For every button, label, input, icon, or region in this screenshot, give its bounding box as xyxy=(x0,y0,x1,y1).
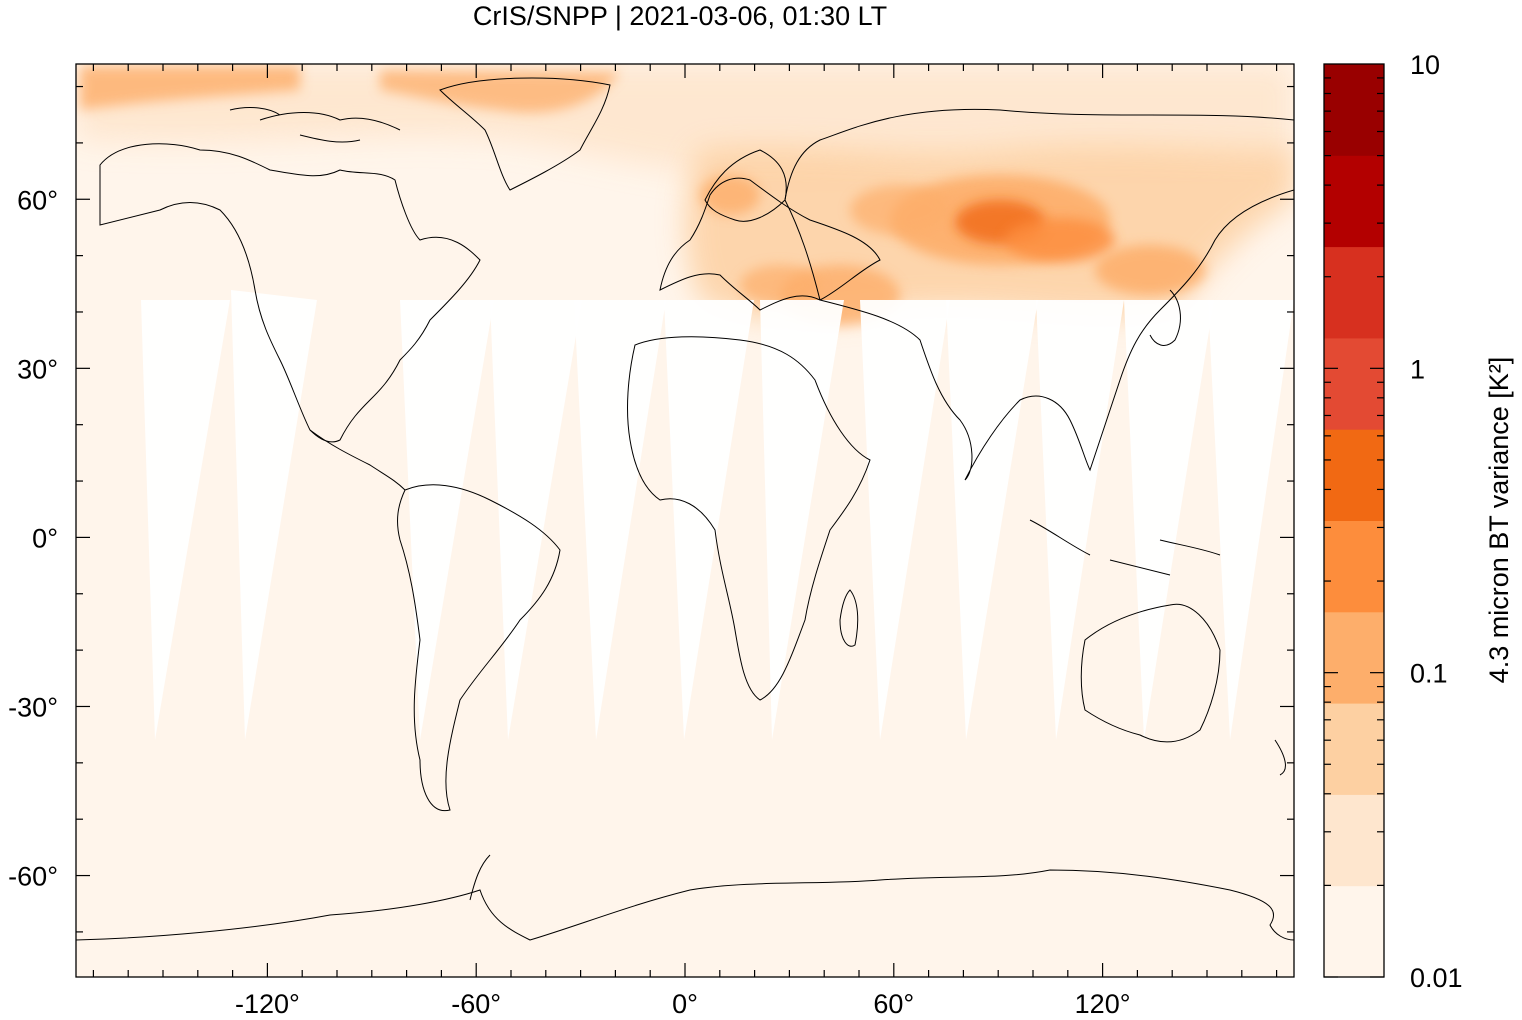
coast-indonesia xyxy=(1029,519,1221,576)
hotspot-scandinavia xyxy=(700,175,760,215)
hotspot-far-east xyxy=(1095,245,1205,295)
colorbar-segment xyxy=(1324,611,1384,704)
coast-europe xyxy=(659,177,881,311)
coast-antarctic-peninsula xyxy=(469,854,491,901)
colorbar-segment xyxy=(1324,155,1384,248)
colorbar-segment xyxy=(1324,703,1384,795)
colorbar-frame xyxy=(1323,63,1385,978)
colorbar-segment xyxy=(1324,429,1384,521)
coast-madagascar xyxy=(839,589,859,647)
y-tick-label: -60° xyxy=(8,862,58,892)
colorbar-ticks xyxy=(1324,77,1384,978)
arctic-greenland xyxy=(380,70,620,113)
colorbar-segment xyxy=(1324,520,1384,613)
colorbar-tick-label: 0.1 xyxy=(1410,659,1448,689)
map-title: CrIS/SNPP | 2021-03-06, 01:30 LT xyxy=(472,1,888,31)
colorbar-segment xyxy=(1324,337,1384,430)
coast-antarctica xyxy=(76,869,1294,941)
coast-africa xyxy=(627,336,871,701)
y-tick-label: 0° xyxy=(32,523,58,553)
colorbar-tick-labels: 10 1 0.1 0.01 xyxy=(1410,50,1463,993)
hotspot-black-sea xyxy=(740,265,820,305)
coast-central-america xyxy=(309,429,406,491)
colorbar-segment xyxy=(1324,64,1384,156)
y-axis-labels: 60° 30° 0° -30° -60° xyxy=(8,185,58,891)
x-tick-label: 0° xyxy=(672,989,698,1019)
colorbar-tick-label: 1 xyxy=(1410,354,1425,384)
coast-greenland xyxy=(439,77,611,191)
x-tick-label: -120° xyxy=(235,989,300,1019)
hotspot-baikal xyxy=(1005,218,1115,262)
colorbar-tick-label: 10 xyxy=(1410,50,1440,80)
coast-north-america xyxy=(99,143,481,443)
coast-arctic-islands xyxy=(229,107,401,143)
colorbar-segment xyxy=(1324,246,1384,339)
x-tick-label: 60° xyxy=(873,989,914,1019)
coast-south-america xyxy=(397,484,561,812)
coastlines xyxy=(76,77,1294,941)
coast-new-zealand xyxy=(1274,739,1286,776)
x-axis-labels: -120° -60° 0° 60° 120° xyxy=(235,989,1131,1019)
coast-japan xyxy=(1149,289,1181,346)
colorbar-segment xyxy=(1324,885,1384,978)
arctic-ne-canada xyxy=(80,66,300,110)
coast-australia xyxy=(1080,603,1221,743)
colorbar-label: 4.3 micron BT variance [K²] xyxy=(1484,357,1514,684)
x-tick-label: 120° xyxy=(1075,989,1131,1019)
colorbar-segment xyxy=(1324,794,1384,887)
colorbar-tick-label: 0.01 xyxy=(1410,963,1463,993)
coast-asia xyxy=(784,108,1294,481)
y-tick-label: 60° xyxy=(17,185,58,215)
hotspot-west-siberia xyxy=(850,185,950,235)
x-tick-label: -60° xyxy=(451,989,501,1019)
y-tick-label: 30° xyxy=(17,354,58,384)
colorbar xyxy=(1324,64,1384,978)
map-ticks xyxy=(76,64,1294,977)
y-tick-label: -30° xyxy=(8,692,58,722)
